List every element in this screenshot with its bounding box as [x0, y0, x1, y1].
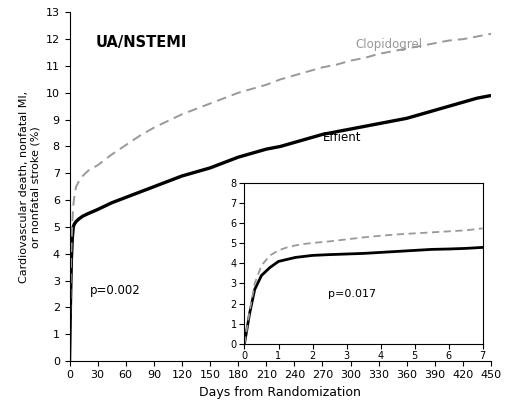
Text: p=0.002: p=0.002	[90, 284, 140, 297]
Text: Effient: Effient	[322, 131, 360, 144]
Y-axis label: Cardiovascular death, nonfatal MI,
or nonfatal stroke (%): Cardiovascular death, nonfatal MI, or no…	[18, 91, 40, 283]
X-axis label: Days from Randomization: Days from Randomization	[199, 386, 360, 399]
Text: UA/NSTEMI: UA/NSTEMI	[96, 35, 187, 50]
Text: Clopidogrel: Clopidogrel	[355, 38, 421, 51]
